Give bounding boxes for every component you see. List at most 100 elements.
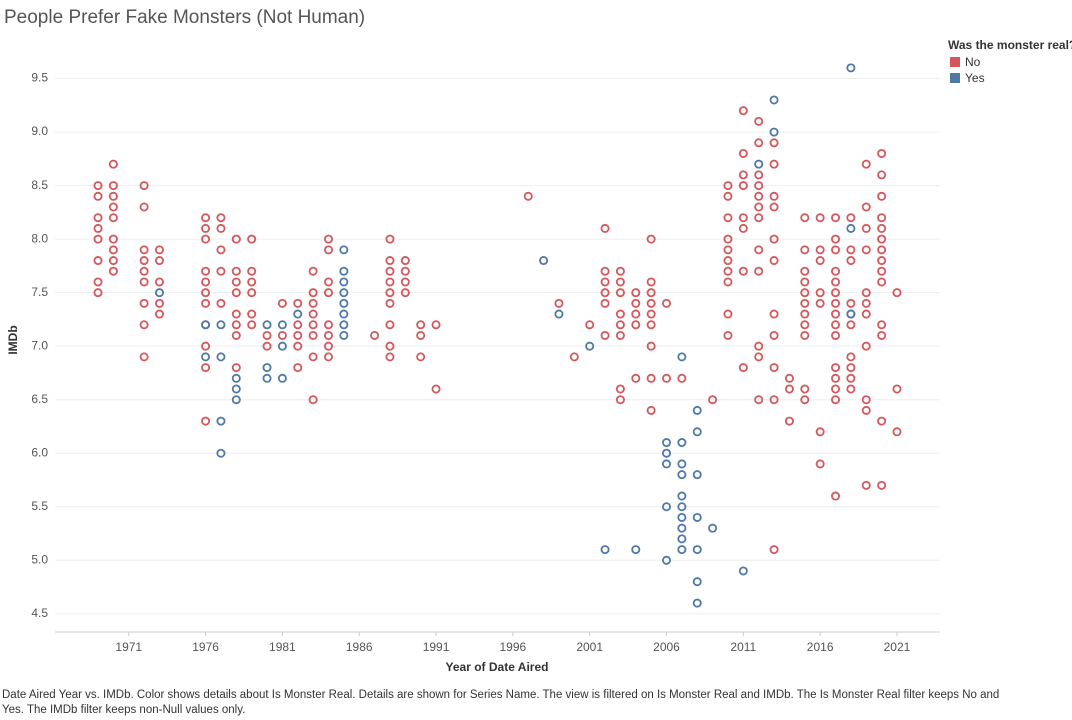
point (861, 223, 871, 233)
point (784, 373, 794, 383)
x-tick-label: 2011 (730, 640, 756, 654)
point (631, 309, 641, 319)
point (139, 245, 149, 255)
point (277, 341, 287, 351)
point (308, 288, 318, 298)
point (815, 459, 825, 469)
point (877, 266, 887, 276)
x-tick-label: 2021 (884, 640, 911, 654)
point (93, 256, 103, 266)
point (831, 373, 841, 383)
point (877, 234, 887, 244)
point (831, 384, 841, 394)
point (385, 266, 395, 276)
point (400, 277, 410, 287)
point (877, 148, 887, 158)
point (784, 416, 794, 426)
point (308, 395, 318, 405)
point (800, 395, 810, 405)
point (662, 448, 672, 458)
point (201, 277, 211, 287)
point (323, 277, 333, 287)
point (723, 309, 733, 319)
legend-swatch (950, 57, 960, 67)
chart-title: People Prefer Fake Monsters (Not Human) (4, 7, 365, 28)
point (846, 245, 856, 255)
point (108, 213, 118, 223)
point (723, 266, 733, 276)
point (108, 234, 118, 244)
y-axis-label: IMDb (6, 325, 20, 354)
point (247, 309, 257, 319)
point (154, 245, 164, 255)
point (339, 330, 349, 340)
point (800, 277, 810, 287)
point (769, 330, 779, 340)
point (93, 288, 103, 298)
point (754, 138, 764, 148)
point (615, 309, 625, 319)
point (677, 534, 687, 544)
point (139, 320, 149, 330)
point (831, 245, 841, 255)
point (831, 309, 841, 319)
point (877, 256, 887, 266)
point (769, 191, 779, 201)
point (708, 523, 718, 533)
point (662, 298, 672, 308)
point (201, 288, 211, 298)
point (677, 512, 687, 522)
point (108, 191, 118, 201)
point (677, 470, 687, 480)
point (201, 320, 211, 330)
point (293, 341, 303, 351)
point (800, 288, 810, 298)
point (231, 309, 241, 319)
point (738, 148, 748, 158)
point (154, 309, 164, 319)
point (108, 256, 118, 266)
point (692, 598, 702, 608)
point (769, 309, 779, 319)
point (646, 298, 656, 308)
point (293, 298, 303, 308)
point (385, 256, 395, 266)
point (231, 277, 241, 287)
point (323, 330, 333, 340)
point (692, 427, 702, 437)
point (646, 320, 656, 330)
point (692, 512, 702, 522)
point (677, 459, 687, 469)
point (262, 363, 272, 373)
point (277, 320, 287, 330)
point (738, 223, 748, 233)
point (631, 320, 641, 330)
point (569, 352, 579, 362)
point (201, 416, 211, 426)
point (662, 555, 672, 565)
point (815, 427, 825, 437)
point (800, 245, 810, 255)
point (323, 320, 333, 330)
y-tick-label: 4.5 (31, 606, 48, 620)
point (677, 352, 687, 362)
point (93, 277, 103, 287)
point (769, 95, 779, 105)
legend-label: Yes (965, 71, 985, 85)
point (615, 395, 625, 405)
point (846, 352, 856, 362)
point (385, 234, 395, 244)
point (831, 330, 841, 340)
point (216, 416, 226, 426)
legend-label: No (965, 55, 981, 69)
chart: People Prefer Fake Monsters (Not Human) … (4, 7, 1072, 674)
point (93, 213, 103, 223)
point (615, 320, 625, 330)
point (216, 223, 226, 233)
point (339, 245, 349, 255)
point (662, 502, 672, 512)
point (692, 470, 702, 480)
point (523, 191, 533, 201)
point (201, 266, 211, 276)
point (738, 363, 748, 373)
